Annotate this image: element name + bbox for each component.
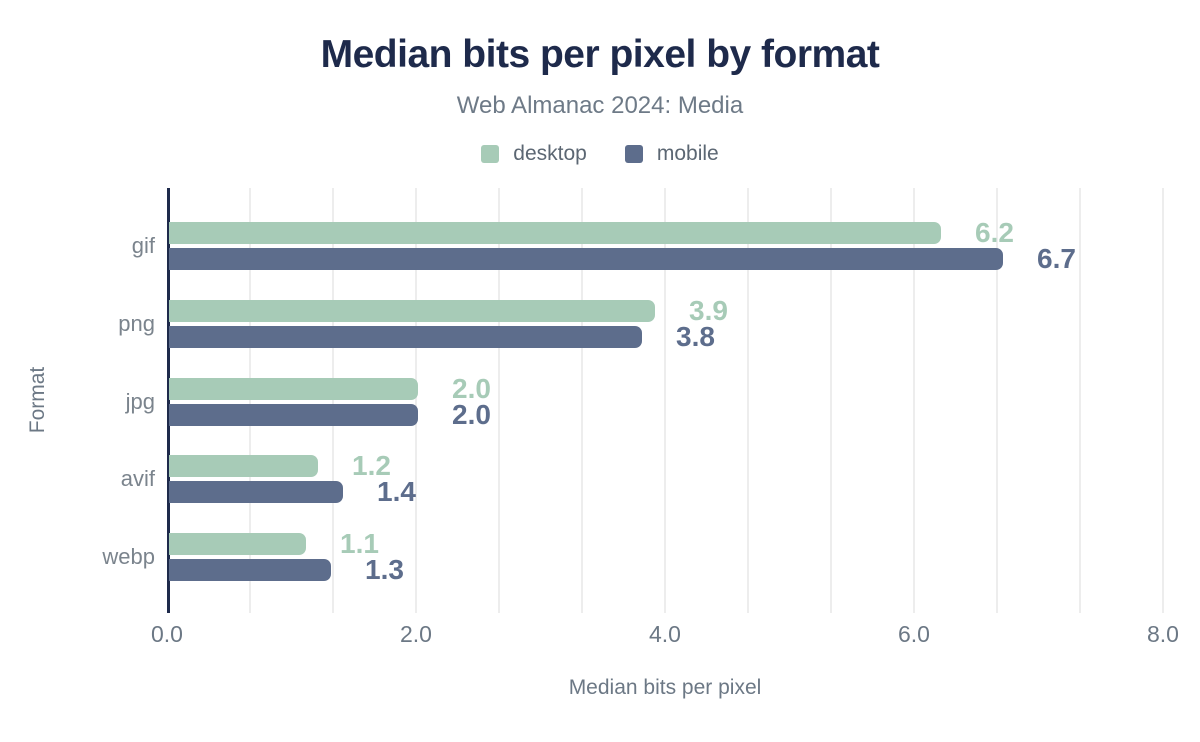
bar-mobile-jpg: [169, 404, 418, 426]
y-axis-line: [167, 188, 170, 613]
category-label-png: png: [118, 311, 155, 336]
legend-swatch-mobile: [624, 145, 643, 163]
x-tick-label-4.0: 4.0: [649, 621, 681, 647]
value-label-desktop-avif: 1.2: [352, 450, 391, 481]
legend-swatch-desktop: [481, 145, 500, 163]
legend-item-mobile: mobile: [624, 142, 719, 166]
bar-desktop-gif: [169, 222, 941, 244]
bar-desktop-png: [169, 300, 655, 322]
value-label-desktop-gif: 6.2: [975, 217, 1014, 248]
gridline: [747, 188, 749, 613]
value-label-mobile-webp: 1.3: [365, 554, 404, 585]
x-tick-label-2.0: 2.0: [400, 621, 432, 647]
value-label-mobile-avif: 1.4: [377, 476, 416, 507]
bar-mobile-webp: [169, 559, 331, 581]
bar-desktop-webp: [169, 533, 306, 555]
category-label-avif: avif: [120, 466, 155, 491]
bar-desktop-avif: [169, 455, 318, 477]
gridline: [249, 188, 251, 613]
gridline: [830, 188, 832, 613]
x-tick-label-8.0: 8.0: [1147, 621, 1179, 647]
category-label-jpg: jpg: [125, 389, 155, 414]
plot-area: gif 6.2 6.7 png 3.9 3.8 jpg 2.0 2.0 avif 1.2 1.4 web…: [102, 188, 1179, 647]
legend: desktop mobile: [0, 142, 1200, 166]
bar-mobile-gif: [169, 248, 1003, 270]
gridline: [664, 188, 666, 613]
bar-mobile-avif: [169, 481, 343, 503]
legend-item-desktop: desktop: [481, 142, 587, 166]
value-label-desktop-jpg: 2.0: [452, 373, 491, 404]
gridline: [913, 188, 915, 613]
bar-mobile-png: [169, 326, 642, 348]
gridline: [996, 188, 998, 613]
gridline: [415, 188, 417, 613]
category-label-webp: webp: [102, 544, 155, 569]
chart-title: Median bits per pixel by format: [320, 33, 880, 76]
x-tick-label-0.0: 0.0: [151, 621, 183, 647]
value-label-mobile-png: 3.8: [676, 321, 715, 352]
x-axis-title: Median bits per pixel: [568, 676, 762, 699]
category-label-gif: gif: [131, 233, 155, 258]
value-label-desktop-webp: 1.1: [340, 528, 379, 559]
bar-desktop-jpg: [169, 378, 418, 400]
value-label-mobile-gif: 6.7: [1037, 243, 1076, 274]
x-tick-label-6.0: 6.0: [898, 621, 930, 647]
value-label-mobile-jpg: 2.0: [452, 399, 491, 430]
legend-label-mobile: mobile: [656, 142, 719, 165]
chart-subtitle: Web Almanac 2024: Media: [456, 92, 744, 119]
gridline: [498, 188, 500, 613]
gridline: [1079, 188, 1081, 613]
gridline: [332, 188, 334, 613]
gridline: [1162, 188, 1164, 613]
legend-label-desktop: desktop: [513, 142, 587, 165]
gridline: [581, 188, 583, 613]
value-label-desktop-png: 3.9: [689, 295, 728, 326]
